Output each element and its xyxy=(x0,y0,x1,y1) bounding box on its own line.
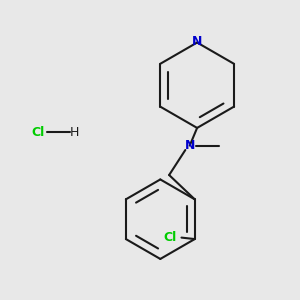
Text: H: H xyxy=(70,126,80,139)
Text: Cl: Cl xyxy=(32,126,45,139)
Text: N: N xyxy=(192,34,202,48)
Text: N: N xyxy=(184,139,195,152)
Text: Cl: Cl xyxy=(164,231,177,244)
